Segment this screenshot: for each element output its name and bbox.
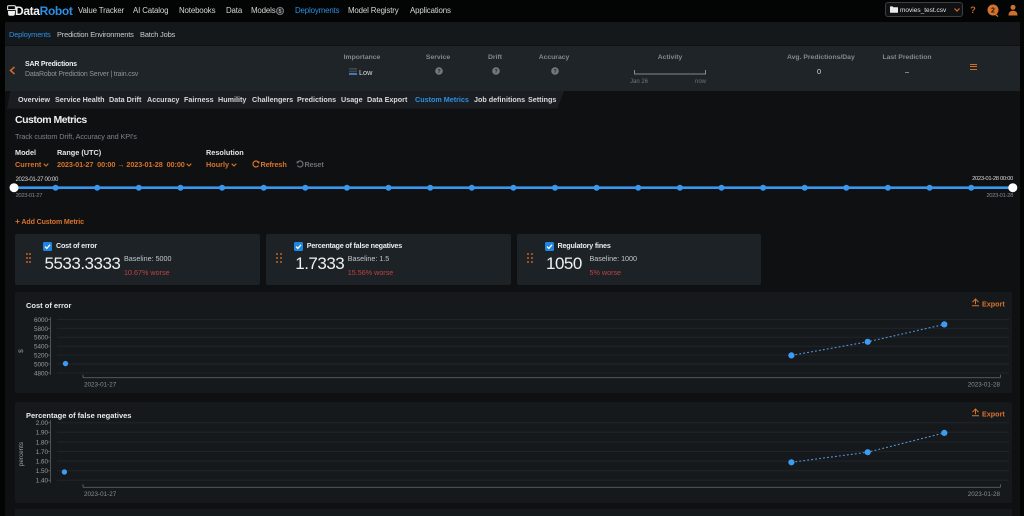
svg-text:Percentage of false negatives: Percentage of false negatives [26, 411, 131, 420]
svg-text:5200: 5200 [34, 353, 49, 360]
svg-text:1.80: 1.80 [36, 439, 49, 446]
svg-text:2023-01-27: 2023-01-27 [84, 382, 117, 389]
svg-text:5800: 5800 [34, 326, 49, 333]
svg-text:Cost of error: Cost of error [26, 301, 72, 310]
svg-text:?: ? [494, 69, 498, 75]
svg-text:5600: 5600 [34, 335, 49, 342]
svg-text:5400: 5400 [34, 344, 49, 351]
svg-text:1.40: 1.40 [36, 478, 49, 485]
svg-text:5000: 5000 [34, 361, 49, 368]
svg-text:2.00: 2.00 [36, 420, 49, 427]
svg-text:1.50: 1.50 [36, 468, 49, 475]
svg-text:4800: 4800 [34, 370, 49, 377]
svg-text:percents: percents [18, 442, 25, 466]
svg-text:6000: 6000 [34, 317, 49, 324]
svg-text:5: 5 [279, 9, 282, 15]
svg-text:1.60: 1.60 [36, 459, 49, 466]
svg-text:2023-01-28: 2023-01-28 [968, 491, 1001, 498]
svg-text:2023-01-28: 2023-01-28 [968, 382, 1001, 389]
svg-text:1.70: 1.70 [36, 449, 49, 456]
svg-text:?: ? [553, 69, 557, 75]
svg-text:2: 2 [991, 8, 995, 15]
svg-text:$: $ [18, 349, 25, 353]
svg-text:Export: Export [982, 410, 1005, 419]
svg-text:2023-01-27: 2023-01-27 [84, 491, 117, 498]
svg-text:?: ? [437, 69, 441, 75]
svg-text:Export: Export [982, 300, 1005, 309]
svg-text:1.90: 1.90 [36, 430, 49, 437]
